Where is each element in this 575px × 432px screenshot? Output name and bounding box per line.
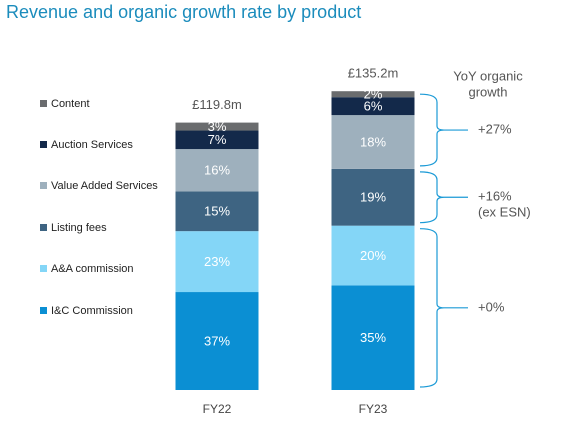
legend-label: Listing fees xyxy=(51,222,107,234)
legend-label: Value Added Services xyxy=(51,180,158,192)
legend-marker xyxy=(40,265,47,272)
legend-marker xyxy=(40,100,47,107)
data-label: 15% xyxy=(204,204,230,219)
bar-segment xyxy=(331,97,415,116)
bracket xyxy=(419,171,468,224)
legend-label: Auction Services xyxy=(51,139,133,151)
legend-label: I&C Commission xyxy=(51,305,133,317)
bar-segment xyxy=(175,149,259,192)
bracket xyxy=(419,228,468,388)
bar-segment xyxy=(175,122,259,131)
bar-segment xyxy=(175,292,259,390)
bar-segment xyxy=(175,130,259,150)
data-label: 16% xyxy=(204,163,230,178)
x-tick-label: FY22 xyxy=(203,402,232,416)
data-label: 19% xyxy=(360,190,386,205)
total-label: £135.2m xyxy=(348,66,399,81)
data-label: 37% xyxy=(204,333,230,348)
chart-title: Revenue and organic growth rate by produ… xyxy=(6,2,361,22)
growth-annotation: +0% xyxy=(478,299,505,314)
data-label: 3% xyxy=(208,119,227,134)
data-label: 7% xyxy=(208,132,227,147)
legend-marker xyxy=(40,141,47,148)
legend-label: Content xyxy=(51,98,90,110)
data-label: 35% xyxy=(360,330,386,345)
bar-segment xyxy=(331,225,415,286)
bar-segment xyxy=(331,115,415,169)
growth-title: YoY organic xyxy=(453,68,523,83)
legend-marker xyxy=(40,307,47,314)
data-label: 18% xyxy=(360,134,386,149)
growth-annotation: (ex ESN) xyxy=(478,205,531,220)
data-label: 2% xyxy=(364,87,383,102)
data-label: 20% xyxy=(360,248,386,263)
bar-segment xyxy=(331,91,415,98)
growth-title: growth xyxy=(468,84,507,99)
growth-annotation: +27% xyxy=(478,121,512,136)
legend-label: A&A commission xyxy=(51,263,134,275)
x-tick-label: FY23 xyxy=(359,402,388,416)
legend-marker xyxy=(40,224,47,231)
bar-segment xyxy=(331,168,415,226)
legend-marker xyxy=(40,182,47,189)
data-label: 23% xyxy=(204,254,230,269)
total-label: £119.8m xyxy=(192,97,242,112)
growth-annotation: +16% xyxy=(478,189,512,204)
bar-segment xyxy=(331,285,415,390)
bracket xyxy=(419,93,468,167)
bar-segment xyxy=(175,231,259,293)
bar-segment xyxy=(175,191,259,232)
data-label: 6% xyxy=(364,99,383,114)
